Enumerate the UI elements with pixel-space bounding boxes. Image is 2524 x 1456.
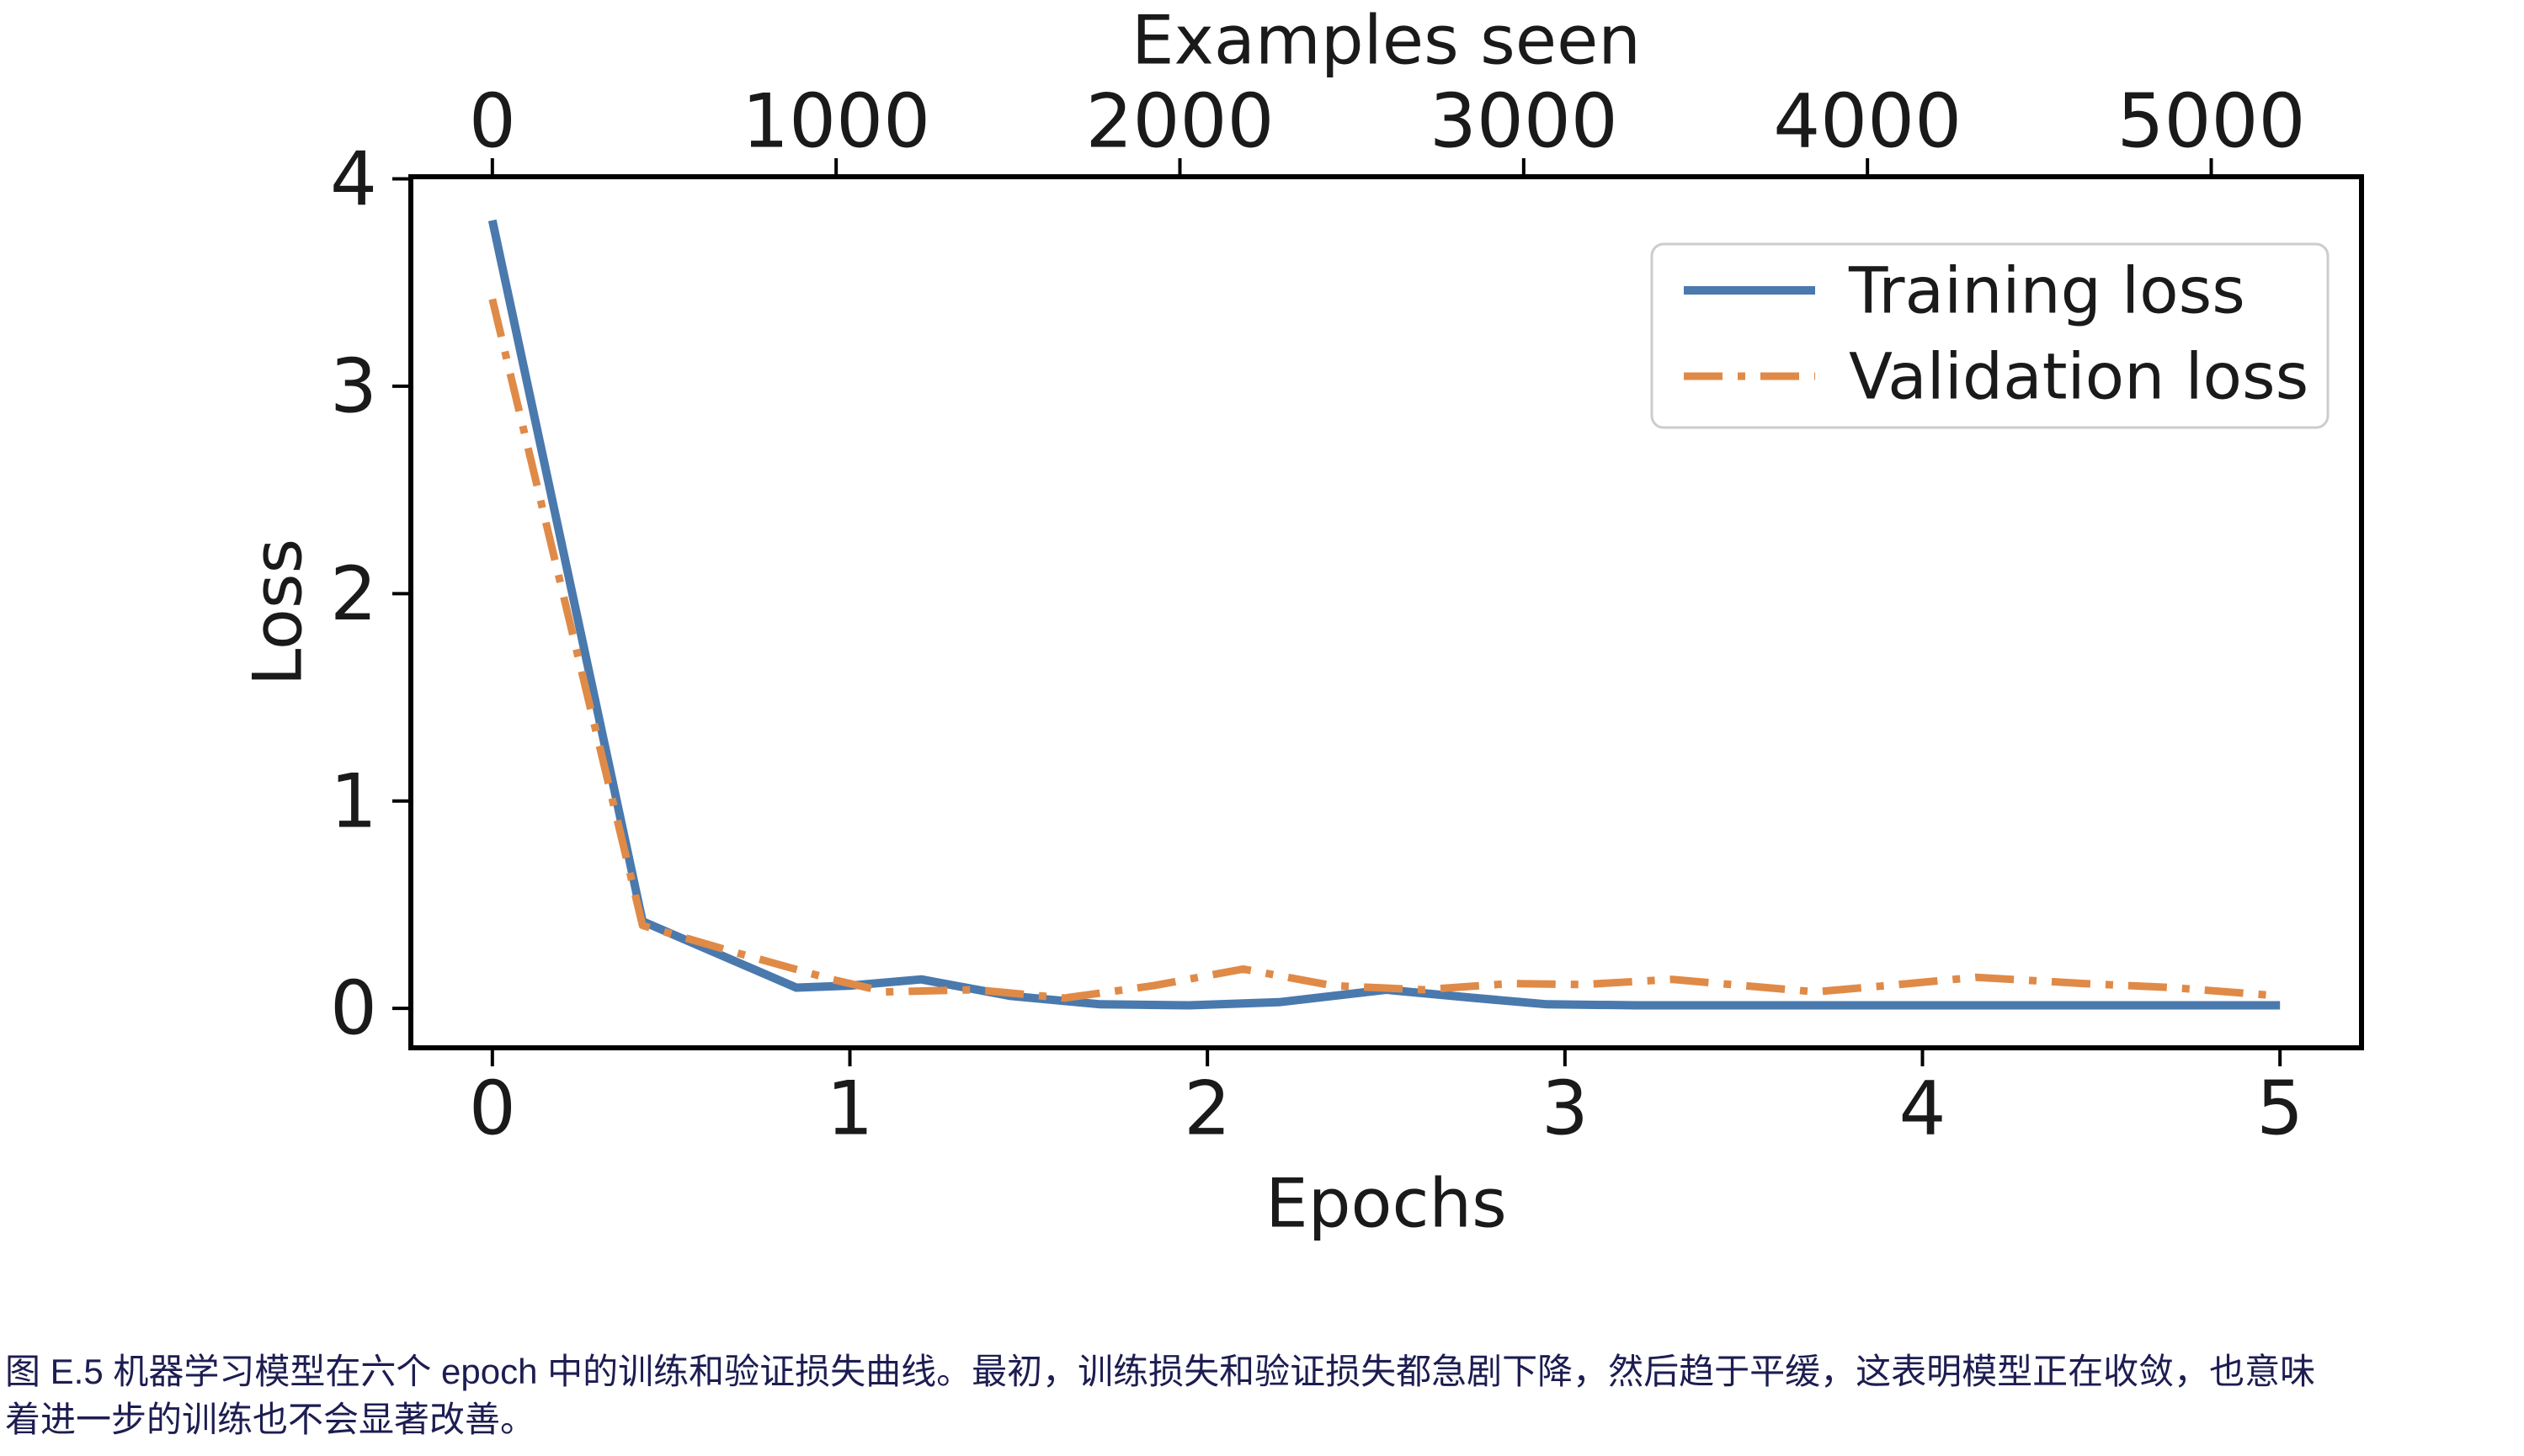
top-tick-label: 2000 <box>1086 78 1275 165</box>
series-line-training-loss <box>487 219 2281 1010</box>
x-axis-title: Epochs <box>1265 1165 1507 1243</box>
y-tick-label: 1 <box>330 757 377 844</box>
top-axis-title: Examples seen <box>1132 2 1641 80</box>
x-tick-label: 5 <box>2256 1065 2303 1152</box>
caption-line-1: 图 E.5 机器学习模型在六个 epoch 中的训练和验证损失曲线。最初，训练损… <box>5 1352 2316 1391</box>
caption-line-2: 着进一步的训练也不会显著改善。 <box>5 1400 536 1439</box>
axes-spines <box>408 174 2364 1050</box>
top-tick-label: 0 <box>469 78 516 165</box>
legend-label-training-loss: Training loss <box>1848 253 2245 328</box>
x-tick-label: 3 <box>1542 1065 1589 1152</box>
top-tick-label: 1000 <box>742 78 930 165</box>
y-axis-title: Loss <box>239 539 317 686</box>
x-tick-label: 1 <box>826 1065 873 1152</box>
loss-chart: 0 1 2 3 4 5 Epochs 0 1000 2000 3000 4000 5000 Example… <box>239 2 2364 1243</box>
top-tick-label: 3000 <box>1430 78 1618 165</box>
x-tick-label: 4 <box>1899 1065 1946 1152</box>
y-tick-label: 0 <box>330 965 377 1052</box>
legend-label-validation-loss: Validation loss <box>1849 339 2308 414</box>
legend-box <box>1650 242 2330 429</box>
series-line-validation-loss <box>488 298 2281 1002</box>
x-tick-label: 0 <box>469 1065 516 1152</box>
y-tick-label: 4 <box>330 136 377 222</box>
top-tick-label: 5000 <box>2117 78 2306 165</box>
top-tick-label: 4000 <box>1773 78 1962 165</box>
y-tick-label: 3 <box>330 343 377 429</box>
x-tick-label: 2 <box>1184 1065 1231 1152</box>
y-tick-label: 2 <box>330 550 377 637</box>
figure-caption: 图 E.5 机器学习模型在六个 epoch 中的训练和验证损失曲线。最初，训练损… <box>5 1347 2521 1443</box>
